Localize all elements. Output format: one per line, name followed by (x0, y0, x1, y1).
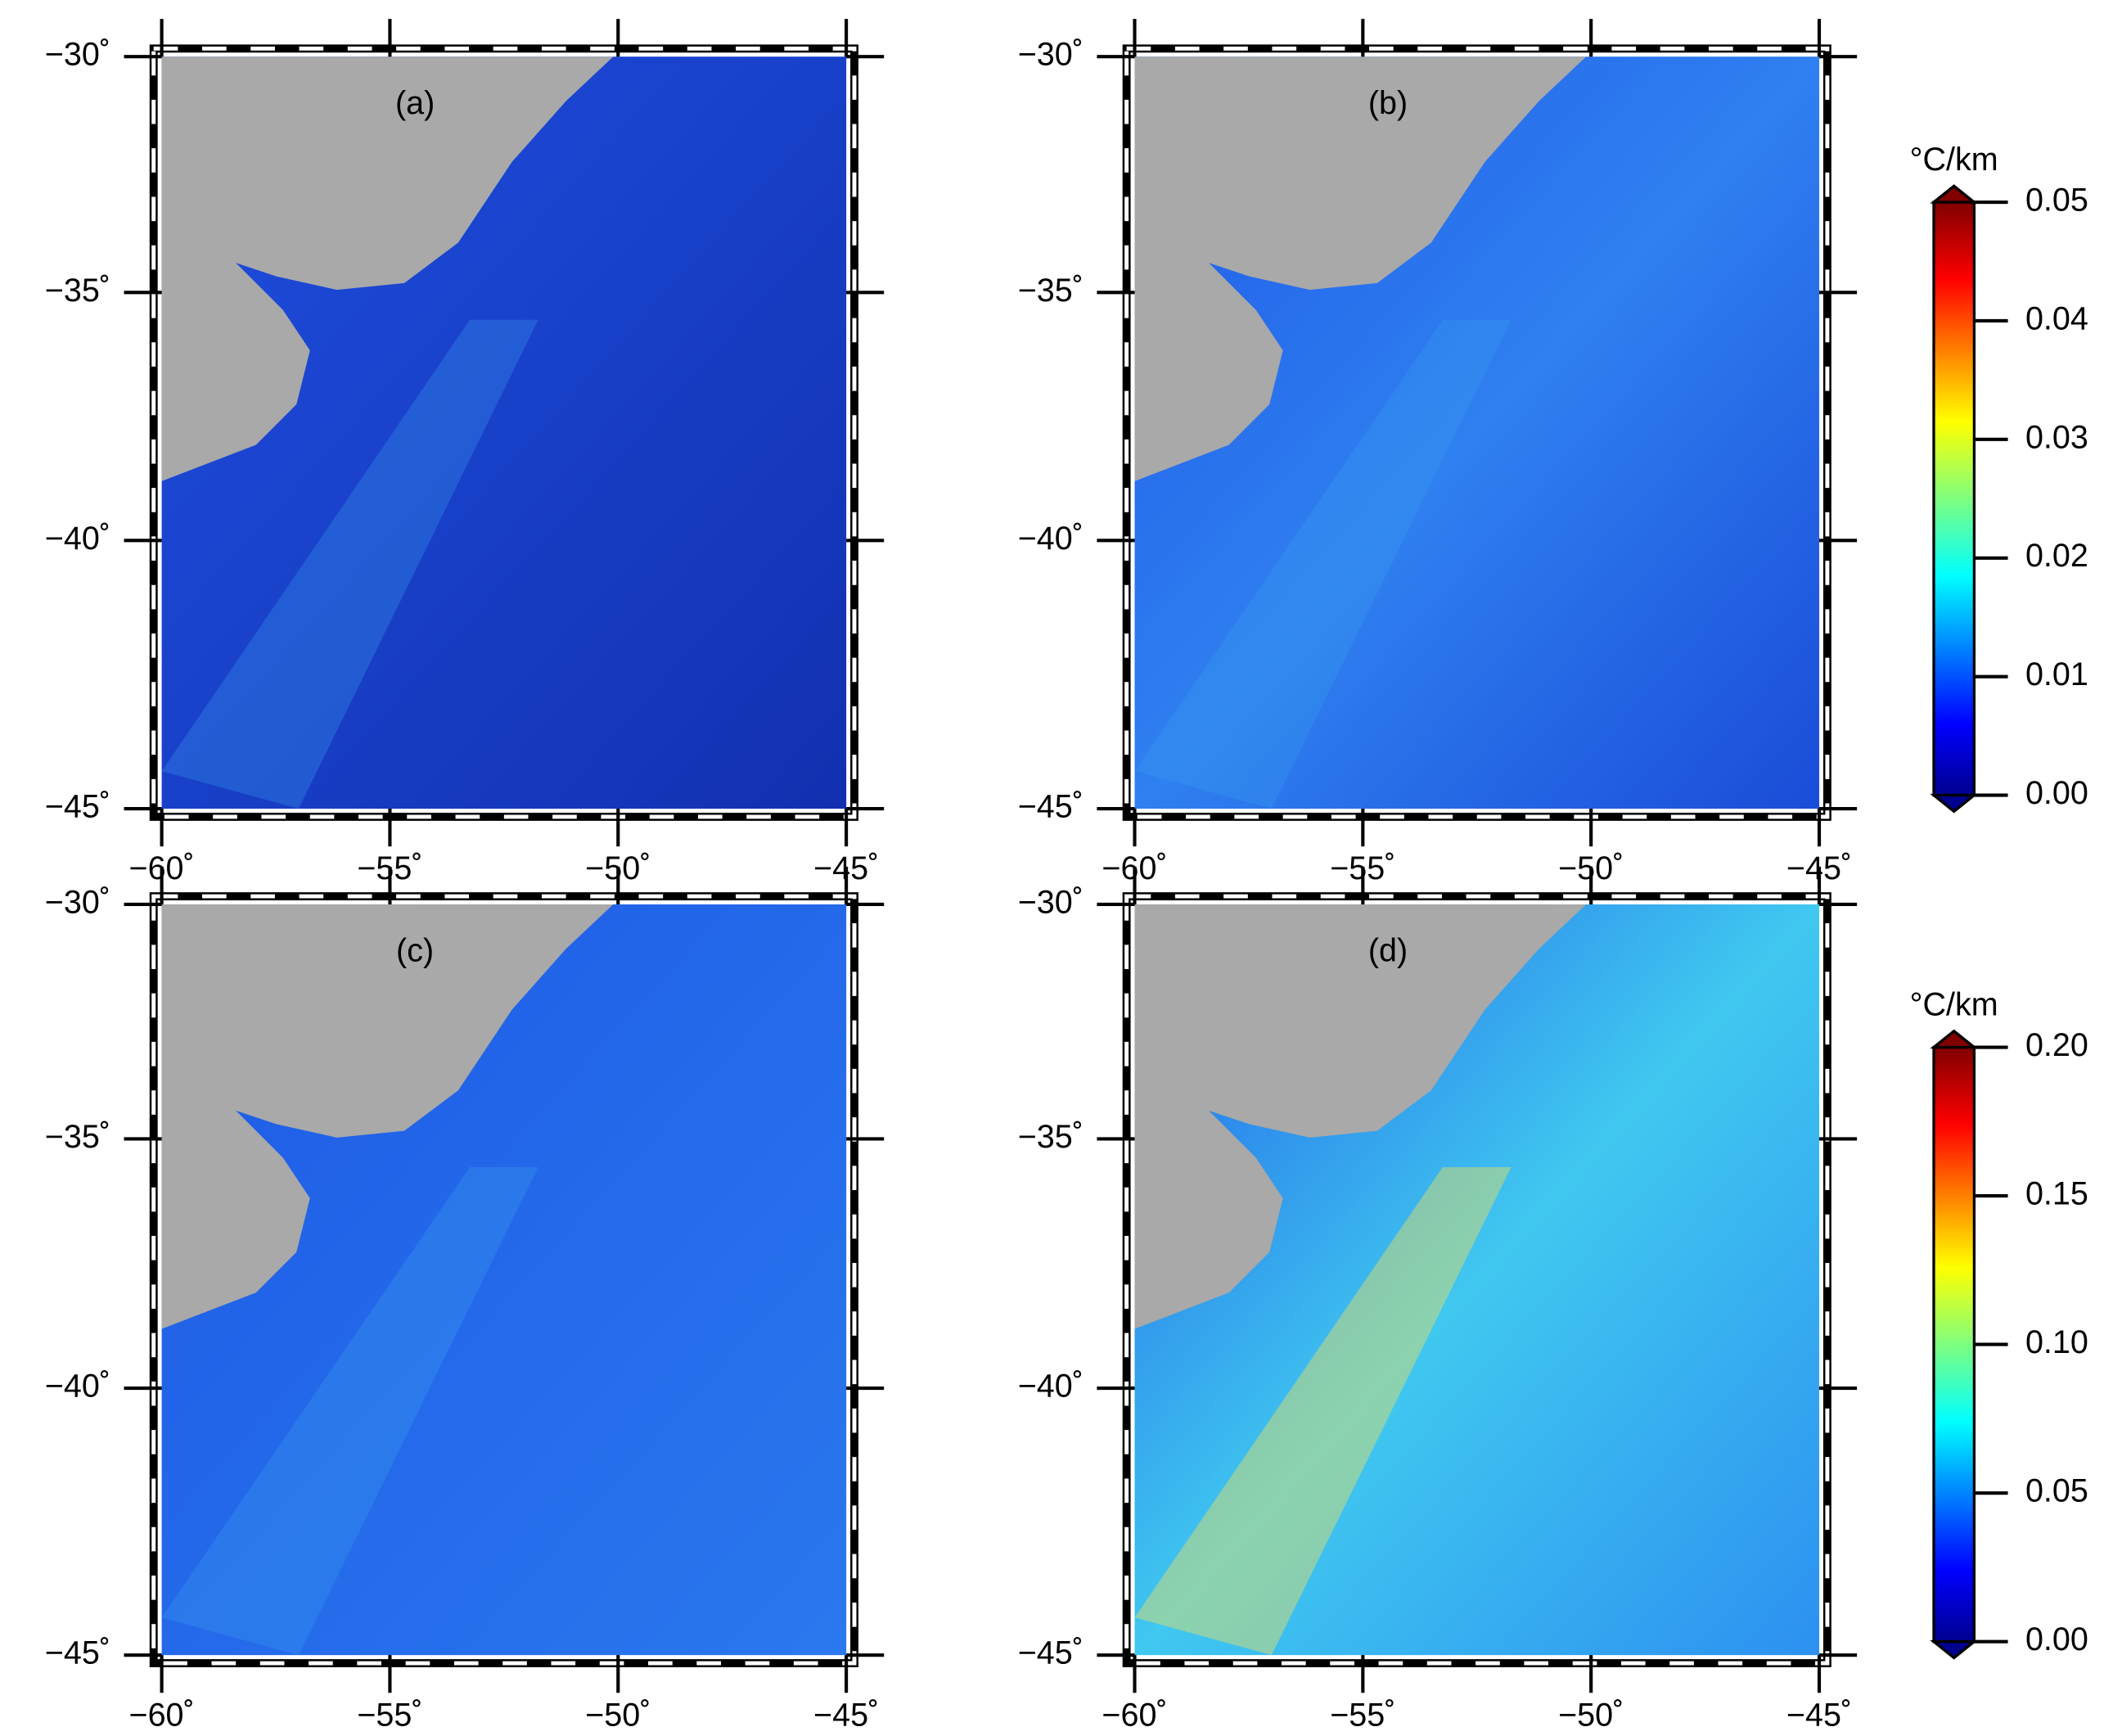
lat-label: −35˚ (1018, 1119, 1084, 1155)
colorbar-label: 0.00 (2025, 1621, 2088, 1657)
lon-label: −45˚ (1786, 1697, 1852, 1733)
panel-label: (d) (1368, 933, 1408, 969)
lat-label: −45˚ (1018, 1635, 1084, 1671)
colorbar-unit: °C/km (1910, 987, 1998, 1023)
colorbar (1934, 202, 1974, 796)
colorbar-label: 0.20 (2025, 1027, 2088, 1063)
colorbar-label: 0.03 (2025, 419, 2088, 455)
lon-label: −50˚ (1558, 1697, 1624, 1733)
lat-label: −40˚ (45, 521, 110, 557)
panel-label: (a) (395, 85, 435, 121)
panel-label: (c) (396, 933, 434, 969)
colorbar-end (1934, 796, 1974, 812)
colorbar-unit: °C/km (1910, 142, 1998, 178)
lat-label: −35˚ (1018, 273, 1084, 309)
colorbar-end (1934, 186, 1974, 202)
colorbar-label: 0.01 (2025, 656, 2088, 692)
colorbar-label: 0.05 (2025, 182, 2088, 218)
lat-label: −30˚ (45, 884, 110, 920)
colorbar-label: 0.10 (2025, 1324, 2088, 1360)
lat-label: −30˚ (1018, 884, 1084, 920)
lat-label: −30˚ (1018, 37, 1084, 73)
lon-label: −55˚ (1330, 1697, 1395, 1733)
colorbar-label: 0.04 (2025, 300, 2088, 336)
lon-label: −50˚ (585, 1697, 651, 1733)
colorbar (1934, 1048, 1974, 1642)
lon-label: −60˚ (129, 1697, 195, 1733)
colorbar-label: 0.15 (2025, 1175, 2088, 1211)
colorbar-label: 0.00 (2025, 775, 2088, 811)
lat-label: −35˚ (45, 1119, 110, 1155)
colorbar-end (1934, 1642, 1974, 1658)
colorbar-label: 0.02 (2025, 538, 2088, 574)
lat-label: −40˚ (45, 1369, 110, 1405)
lat-label: −40˚ (1018, 521, 1084, 557)
lat-label: −30˚ (45, 37, 110, 73)
lon-label: −45˚ (813, 1697, 879, 1733)
colorbar-end (1934, 1031, 1974, 1048)
lat-label: −45˚ (45, 1635, 110, 1671)
colorbar-label: 0.05 (2025, 1473, 2088, 1509)
lon-label: −55˚ (357, 1697, 422, 1733)
lat-label: −35˚ (45, 273, 110, 309)
lat-label: −45˚ (45, 788, 110, 824)
lon-label: −60˚ (1102, 1697, 1167, 1733)
lat-label: −45˚ (1018, 788, 1084, 824)
figure: (a) −30˚ −35˚ −40˚ −45˚ −60˚ −55˚ −50˚ −45˚ (b) −3… (0, 0, 2113, 1736)
lat-label: −40˚ (1018, 1369, 1084, 1405)
panel-label: (b) (1368, 85, 1408, 121)
